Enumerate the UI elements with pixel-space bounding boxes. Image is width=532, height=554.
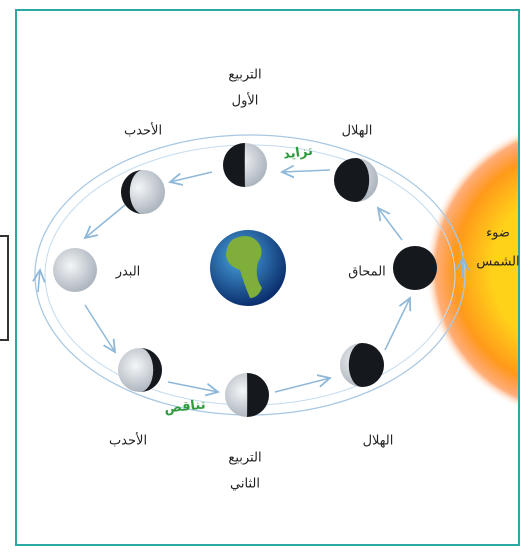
sun: [425, 130, 519, 410]
earth: [210, 230, 286, 306]
moon-dark: [393, 246, 437, 290]
label: الثاني: [230, 477, 260, 492]
arrow: [167, 381, 218, 392]
moons: [53, 143, 437, 417]
arrow: [84, 304, 115, 352]
label: تزايد: [282, 143, 314, 162]
moon-dark: [223, 143, 245, 187]
label: ضوء: [486, 226, 510, 241]
label: البدر: [115, 265, 141, 280]
earth-land: [226, 236, 262, 298]
arrow: [462, 258, 463, 279]
arrow: [282, 170, 331, 172]
label: الأول: [232, 92, 259, 109]
arrow: [378, 208, 403, 241]
arrows: [38, 170, 463, 392]
label: الشمس: [476, 255, 519, 270]
moon-lit: [121, 170, 165, 214]
moon-dark: [334, 158, 370, 202]
label: الأحدب: [124, 122, 162, 139]
arrow: [38, 270, 40, 293]
label: المحاق: [348, 265, 386, 280]
arrow: [384, 298, 410, 351]
arrow: [274, 378, 330, 393]
left-bracket: [0, 235, 9, 341]
label: الأحدب: [109, 432, 147, 449]
moon-lit: [118, 348, 162, 392]
label: الهلال: [363, 434, 394, 449]
label: الهلال: [342, 124, 373, 139]
moon-dark: [140, 348, 162, 392]
label: التربيع: [228, 451, 261, 466]
arrow: [85, 204, 126, 238]
moon-dark: [121, 170, 143, 214]
moon-dark: [348, 343, 384, 388]
frame: [15, 9, 520, 546]
label: التربيع: [228, 68, 261, 83]
arrow: [170, 171, 213, 182]
label: تناقص: [164, 397, 207, 416]
moon-dark: [247, 373, 269, 417]
moon-lit: [53, 248, 97, 292]
